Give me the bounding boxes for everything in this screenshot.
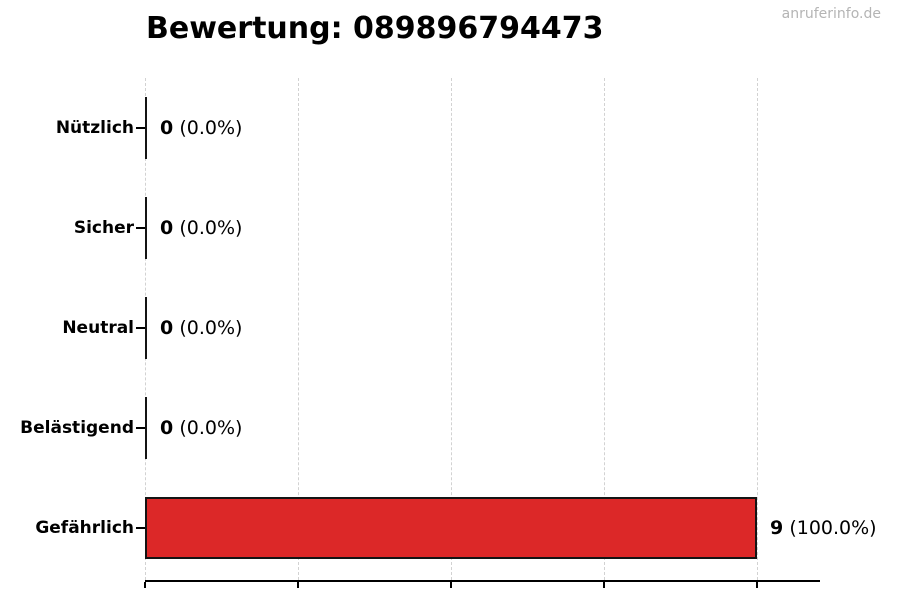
- value-percent: (0.0%): [179, 417, 243, 439]
- category-label: Gefährlich: [35, 518, 134, 538]
- category-tick: [136, 327, 145, 329]
- plot-area: Nützlich 0 (0.0%) Sicher 0 (0.0%) Neutral 0 (0.0…: [20, 78, 877, 588]
- value-percent: (0.0%): [179, 217, 243, 239]
- category-row: Nützlich 0 (0.0%): [56, 78, 820, 178]
- category-label: Nützlich: [55, 118, 134, 138]
- value-percent: (0.0%): [179, 117, 243, 139]
- value-percent: (0.0%): [179, 317, 243, 339]
- category-row: Gefährlich 9 (100.0%): [35, 478, 877, 578]
- bar: [145, 397, 147, 459]
- value-count: 9: [770, 517, 784, 539]
- value-label: 0 (0.0%): [160, 217, 242, 239]
- gridline: [298, 78, 299, 580]
- bar: [145, 197, 147, 259]
- watermark: anruferinfo.de: [781, 6, 881, 22]
- category-label: Belästigend: [20, 418, 134, 438]
- x-axis-tick: [756, 582, 758, 588]
- value-percent: (100.0%): [789, 517, 877, 539]
- category-label: Neutral: [62, 318, 134, 338]
- category-row: Sicher 0 (0.0%): [74, 178, 820, 278]
- gridline: [451, 78, 452, 580]
- value-label: 0 (0.0%): [160, 317, 242, 339]
- gridline: [757, 78, 758, 580]
- value-label: 0 (0.0%): [160, 417, 242, 439]
- value-label: 0 (0.0%): [160, 117, 242, 139]
- category-label: Sicher: [73, 218, 134, 238]
- bar: [145, 497, 757, 559]
- x-axis-tick: [297, 582, 299, 588]
- category-tick: [136, 227, 145, 229]
- value-label: 9 (100.0%): [770, 517, 877, 539]
- gridline: [604, 78, 605, 580]
- x-axis-tick: [450, 582, 452, 588]
- x-axis-tick: [144, 582, 146, 588]
- category-tick: [136, 427, 145, 429]
- category-tick: [136, 527, 145, 529]
- value-count: 0: [160, 417, 174, 439]
- category-row: Neutral 0 (0.0%): [62, 278, 820, 378]
- category-row: Belästigend 0 (0.0%): [20, 378, 820, 478]
- bar: [145, 97, 147, 159]
- bar: [145, 297, 147, 359]
- category-tick: [136, 127, 145, 129]
- value-count: 0: [160, 117, 174, 139]
- chart-title: Bewertung: 089896794473: [146, 11, 604, 46]
- x-axis-tick: [603, 582, 605, 588]
- value-count: 0: [160, 217, 174, 239]
- value-count: 0: [160, 317, 174, 339]
